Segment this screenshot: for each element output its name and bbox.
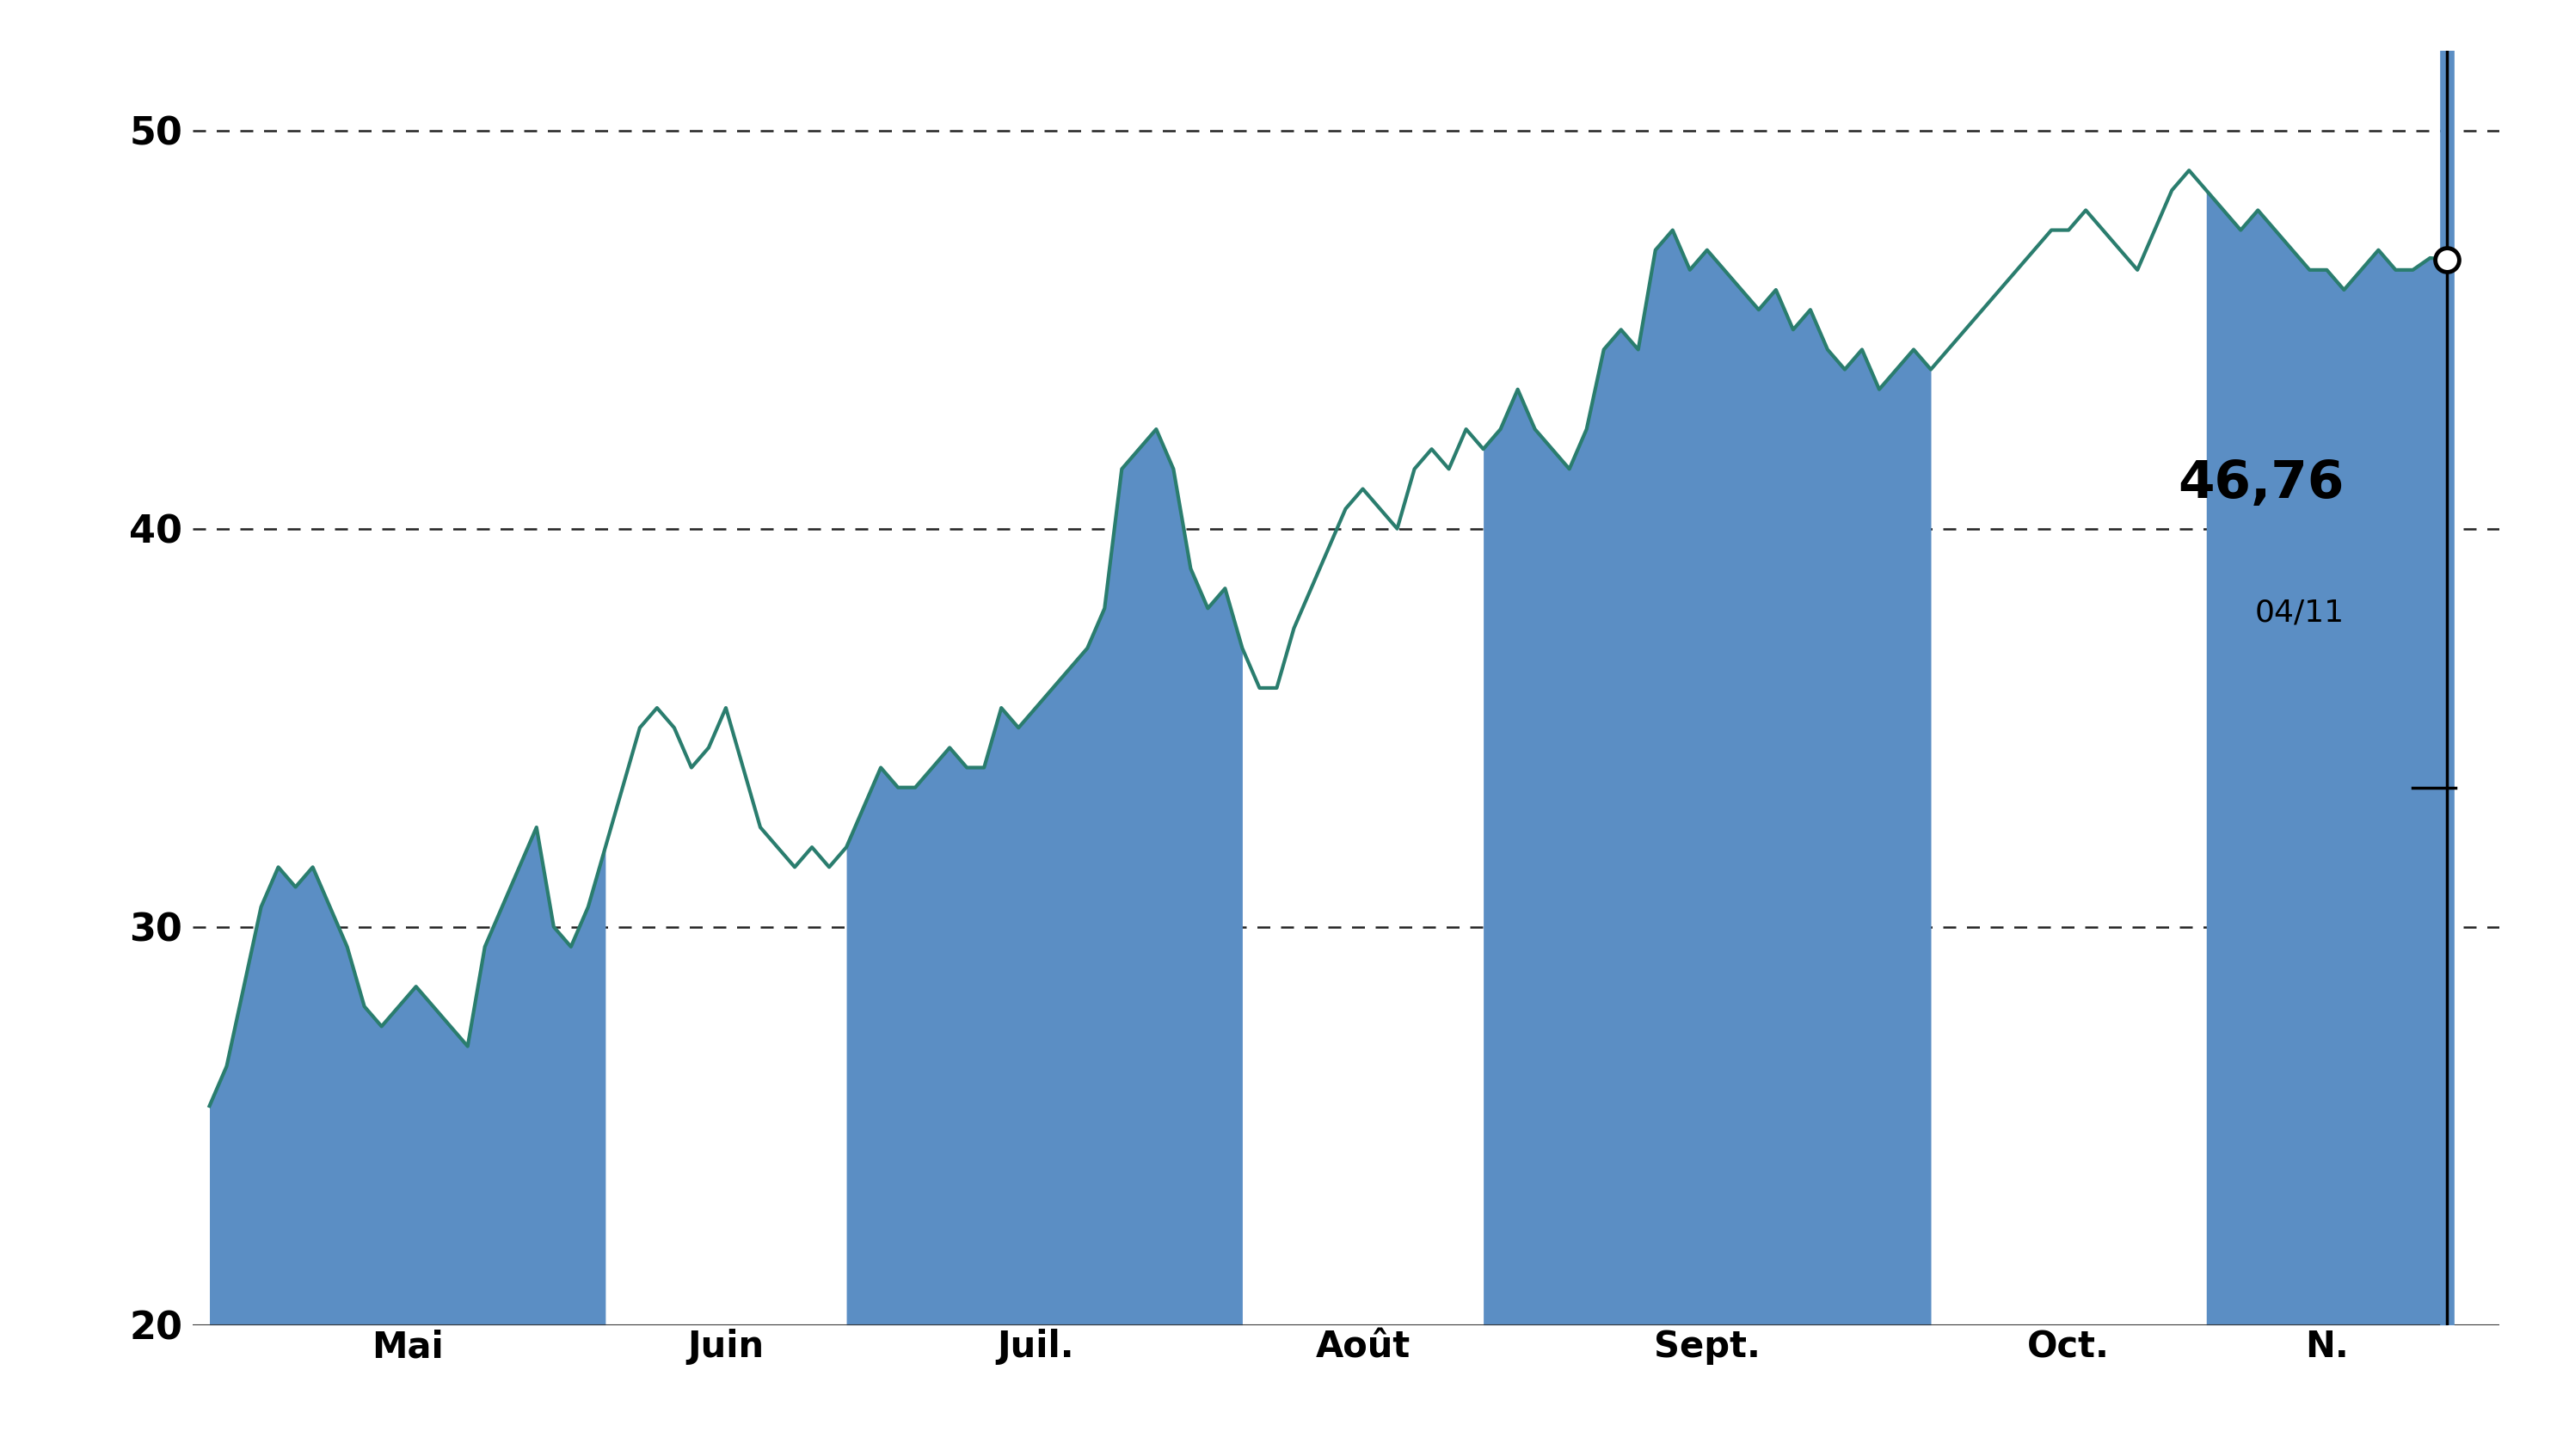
Text: Protagonist Therapeutics, Inc.: Protagonist Therapeutics, Inc. — [669, 31, 1894, 100]
Text: 04/11: 04/11 — [2255, 598, 2345, 628]
Text: 46,76: 46,76 — [2179, 459, 2345, 510]
